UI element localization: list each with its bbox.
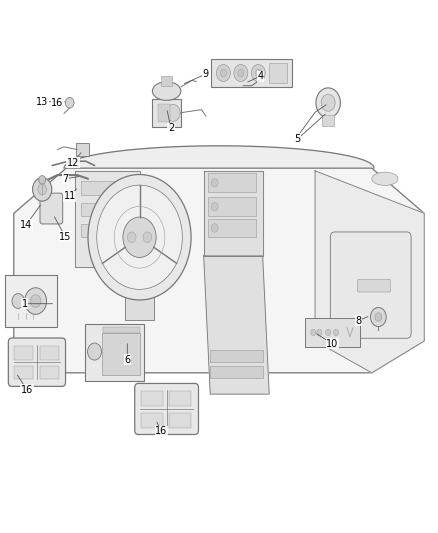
- FancyBboxPatch shape: [102, 333, 140, 375]
- Text: 4: 4: [258, 71, 264, 81]
- FancyBboxPatch shape: [14, 366, 33, 379]
- Polygon shape: [75, 171, 141, 266]
- Text: 12: 12: [67, 158, 79, 168]
- FancyBboxPatch shape: [169, 391, 191, 406]
- Text: 16: 16: [21, 385, 33, 395]
- FancyBboxPatch shape: [152, 99, 181, 127]
- Text: 16: 16: [51, 98, 64, 108]
- FancyBboxPatch shape: [357, 279, 391, 292]
- Circle shape: [211, 179, 218, 187]
- FancyBboxPatch shape: [141, 391, 163, 406]
- Circle shape: [234, 64, 248, 82]
- Polygon shape: [315, 171, 424, 373]
- Circle shape: [25, 288, 46, 314]
- FancyBboxPatch shape: [14, 346, 33, 360]
- Circle shape: [255, 69, 261, 77]
- FancyBboxPatch shape: [208, 173, 256, 192]
- Circle shape: [166, 104, 180, 122]
- FancyBboxPatch shape: [161, 76, 172, 86]
- Circle shape: [88, 174, 191, 300]
- Text: 7: 7: [62, 174, 68, 184]
- FancyBboxPatch shape: [85, 325, 144, 381]
- FancyBboxPatch shape: [39, 346, 59, 360]
- Polygon shape: [204, 256, 269, 394]
- Text: 13: 13: [36, 96, 48, 107]
- Text: 2: 2: [168, 123, 174, 133]
- FancyBboxPatch shape: [322, 115, 334, 126]
- FancyBboxPatch shape: [39, 366, 59, 379]
- FancyBboxPatch shape: [103, 327, 140, 333]
- Circle shape: [375, 313, 382, 321]
- Text: 1: 1: [21, 298, 28, 309]
- FancyBboxPatch shape: [81, 203, 132, 216]
- Circle shape: [98, 241, 117, 265]
- FancyBboxPatch shape: [169, 413, 191, 427]
- FancyBboxPatch shape: [211, 59, 292, 87]
- FancyBboxPatch shape: [6, 275, 57, 327]
- FancyBboxPatch shape: [208, 219, 256, 237]
- FancyBboxPatch shape: [76, 143, 89, 156]
- Text: 15: 15: [59, 232, 71, 242]
- Circle shape: [30, 295, 41, 308]
- Text: 5: 5: [294, 134, 301, 144]
- FancyBboxPatch shape: [330, 232, 411, 338]
- FancyBboxPatch shape: [210, 367, 263, 378]
- Circle shape: [127, 232, 136, 243]
- Circle shape: [12, 294, 24, 309]
- FancyBboxPatch shape: [125, 256, 153, 320]
- Text: 6: 6: [124, 354, 131, 365]
- FancyBboxPatch shape: [210, 351, 263, 362]
- FancyBboxPatch shape: [81, 224, 132, 237]
- Ellipse shape: [152, 82, 181, 100]
- Polygon shape: [14, 168, 424, 373]
- Circle shape: [97, 185, 182, 289]
- Circle shape: [371, 308, 386, 327]
- Text: 11: 11: [64, 191, 76, 201]
- Circle shape: [220, 69, 226, 77]
- Circle shape: [65, 98, 74, 108]
- Circle shape: [39, 175, 46, 184]
- Circle shape: [238, 69, 244, 77]
- Circle shape: [32, 177, 52, 201]
- FancyBboxPatch shape: [208, 197, 256, 216]
- Circle shape: [88, 343, 102, 360]
- Circle shape: [316, 88, 340, 118]
- FancyBboxPatch shape: [135, 383, 198, 434]
- Text: 9: 9: [203, 69, 209, 79]
- FancyBboxPatch shape: [81, 181, 132, 195]
- Circle shape: [325, 329, 331, 336]
- Ellipse shape: [372, 172, 398, 185]
- Text: 8: 8: [356, 316, 362, 326]
- Circle shape: [251, 64, 265, 82]
- Circle shape: [321, 94, 335, 111]
- FancyBboxPatch shape: [158, 104, 170, 122]
- Polygon shape: [204, 171, 263, 256]
- FancyBboxPatch shape: [305, 318, 360, 347]
- FancyBboxPatch shape: [8, 338, 66, 386]
- Circle shape: [38, 184, 46, 195]
- Circle shape: [311, 329, 316, 336]
- FancyBboxPatch shape: [40, 193, 63, 224]
- Text: 16: 16: [155, 426, 167, 437]
- Circle shape: [123, 217, 156, 257]
- Circle shape: [317, 329, 322, 336]
- FancyBboxPatch shape: [141, 413, 163, 427]
- Circle shape: [211, 203, 218, 211]
- Polygon shape: [64, 146, 374, 168]
- Circle shape: [143, 232, 152, 243]
- Circle shape: [216, 64, 230, 82]
- Circle shape: [333, 329, 339, 336]
- Text: 14: 14: [20, 220, 32, 230]
- Text: 10: 10: [326, 338, 339, 349]
- Circle shape: [211, 224, 218, 232]
- FancyBboxPatch shape: [269, 63, 287, 83]
